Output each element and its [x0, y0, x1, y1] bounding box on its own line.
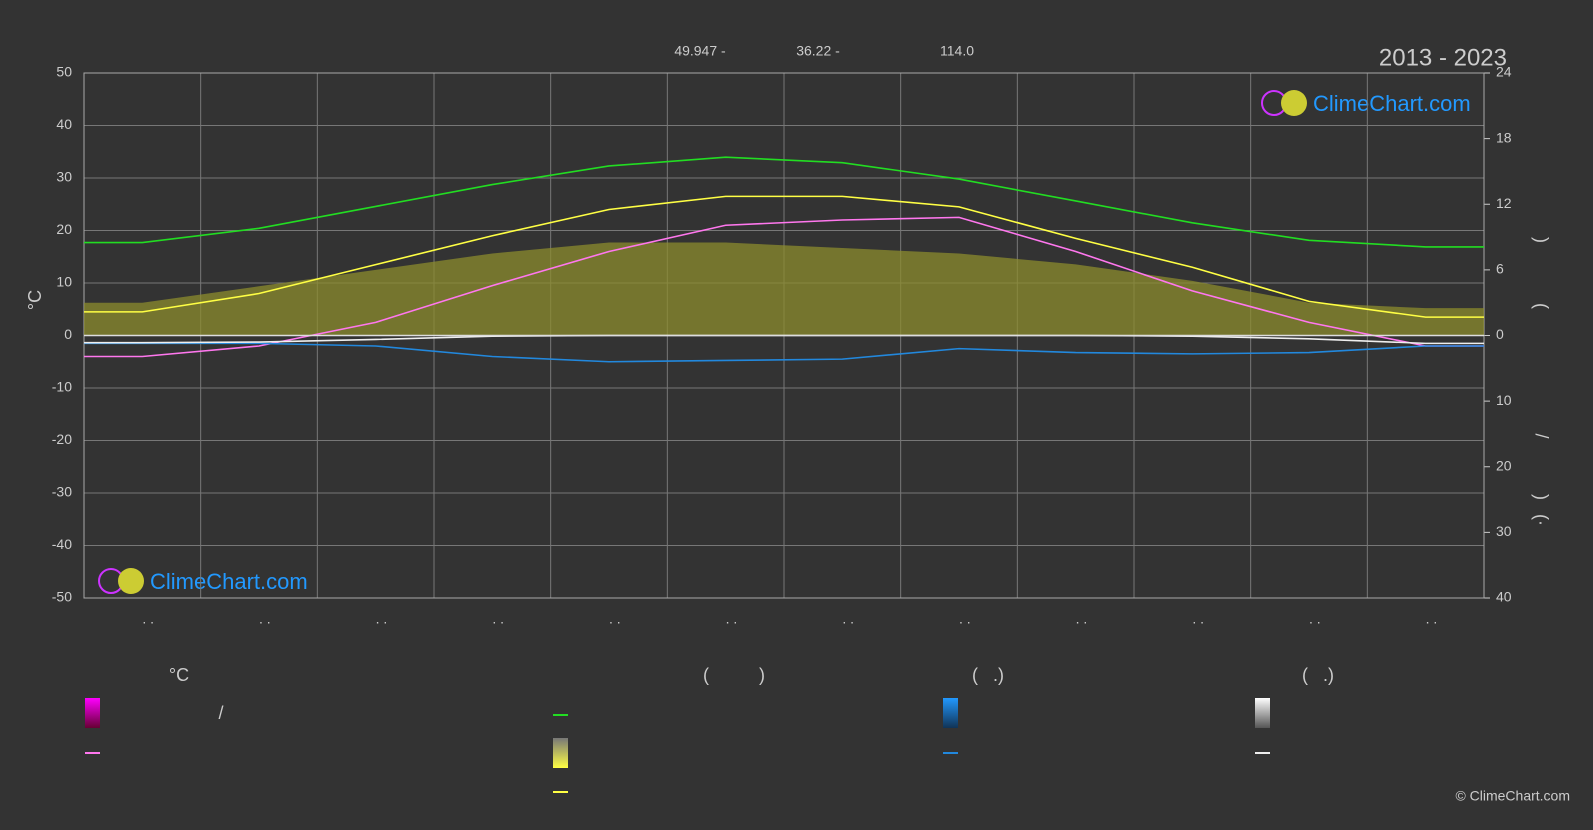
legend-header: ( .) [972, 665, 1004, 685]
y-tick-label: -10 [52, 379, 72, 395]
y2-axis-label: ( [1531, 303, 1551, 309]
line [84, 195, 1484, 318]
y-tick-label: -30 [52, 484, 72, 500]
y2-tick-label: 6 [1496, 261, 1504, 277]
y-tick-label: -40 [52, 536, 72, 552]
y-tick-label: -50 [52, 589, 72, 605]
legend-header: ( .) [1302, 665, 1334, 685]
x-tick-label: . . [492, 611, 504, 627]
y2-tick-label: 18 [1496, 129, 1512, 145]
y2-axis-label: ) [1531, 237, 1551, 243]
y3-tick-label: 20 [1496, 457, 1512, 473]
brand: ClimeChart.com [1313, 91, 1471, 116]
y-tick-label: 40 [56, 116, 72, 132]
y2-axis-label: ) [1531, 494, 1551, 500]
y2-axis-label: (· [1531, 514, 1551, 526]
y-tick-label: 20 [56, 221, 72, 237]
line [84, 342, 1484, 363]
logo [1261, 90, 1307, 116]
x-tick-label: . . [1076, 611, 1088, 627]
y-tick-label: -20 [52, 431, 72, 447]
y-tick-label: 0 [64, 326, 72, 342]
y3-tick-label: 40 [1496, 589, 1512, 605]
y-axis-label: °C [25, 290, 45, 310]
legend-swatches [85, 698, 1270, 793]
brand: ClimeChart.com [150, 569, 308, 594]
x-tick-label: . . [259, 611, 271, 627]
info: 49.947 - [674, 43, 726, 59]
legend-text: / [218, 703, 223, 723]
y3-tick-label: 10 [1496, 392, 1512, 408]
line [84, 156, 1484, 248]
info: 36.22 - [796, 43, 840, 59]
x-tick-label: . . [842, 611, 854, 627]
x-tick-label: . . [1192, 611, 1204, 627]
info: 114.0 [940, 43, 974, 59]
x-tick-label: . . [609, 611, 621, 627]
x-tick-label: . . [959, 611, 971, 627]
y-tick-label: 50 [56, 64, 72, 80]
y2-tick-label: 24 [1496, 64, 1512, 80]
y-tick-label: 10 [56, 274, 72, 290]
x-tick-label: . . [376, 611, 388, 627]
x-tick-label: . . [142, 611, 154, 627]
legend-header: ( ) [703, 665, 765, 685]
area [84, 242, 1484, 336]
x-tick-label: . . [1309, 611, 1321, 627]
x-tick-label: . . [1426, 611, 1438, 627]
copyright: © ClimeChart.com [1455, 788, 1570, 804]
chart-title: 2013 - 2023 [1379, 44, 1507, 71]
x-tick-label: . . [726, 611, 738, 627]
y2-tick-label: 0 [1496, 326, 1504, 342]
y2-axis-label: / [1531, 433, 1551, 438]
y3-tick-label: 30 [1496, 523, 1512, 539]
logo [98, 568, 144, 594]
y-tick-label: 30 [56, 169, 72, 185]
legend-header: °C [169, 665, 189, 685]
y2-tick-label: 12 [1496, 195, 1512, 211]
